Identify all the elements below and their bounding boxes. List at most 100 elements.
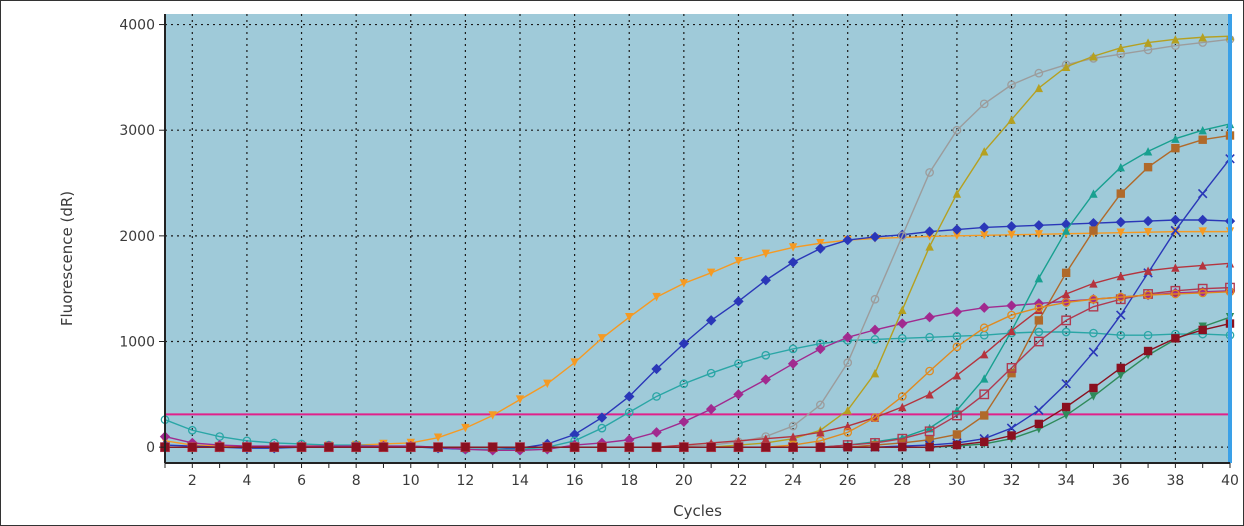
x-tick-label: 34 [1057,473,1075,489]
data-point [816,442,825,452]
data-point [1061,289,1071,299]
data-point [1007,326,1016,336]
data-point [1061,411,1071,420]
data-point [1034,303,1044,313]
data-point [815,243,826,254]
data-point [733,389,744,400]
data-point [788,432,798,441]
data-point [1171,143,1180,153]
data-point [433,433,443,442]
data-point [187,425,197,435]
data-point [1171,134,1180,143]
data-point [1006,363,1017,373]
data-point [1088,217,1099,229]
data-point [952,125,962,135]
data-point [1116,330,1126,340]
data-point [1171,35,1180,44]
data-point [1198,33,1207,42]
data-point [952,189,962,198]
data-point [897,318,908,329]
data-point [1006,300,1017,311]
data-point [678,338,690,349]
data-point [1116,292,1126,302]
data-point [925,242,934,251]
data-point [952,331,962,341]
data-point [1089,294,1098,304]
data-point [1170,285,1181,296]
data-point [1061,402,1071,412]
data-point [788,442,798,452]
x-tick-label: 32 [1003,473,1021,489]
data-point [1143,147,1153,156]
data-point [870,335,880,344]
data-point [679,279,689,288]
data-point [651,363,662,375]
data-point [297,442,306,452]
data-point [897,333,907,343]
data-point [1060,219,1072,230]
x-tick-label: 6 [297,473,306,489]
x-tick-label: 8 [352,473,361,489]
data-point [1007,80,1016,90]
x-tick-label: 26 [839,473,857,489]
data-point [843,442,852,452]
data-point [870,442,880,452]
y-tick-label: 2000 [119,229,155,245]
x-tick-label: 22 [730,473,748,489]
data-point [624,407,634,417]
x-axis-title: Cycles [673,502,722,520]
data-point [924,226,935,237]
data-point [761,434,770,443]
data-point [1197,188,1208,199]
data-point [761,350,771,360]
data-point [1007,230,1016,240]
data-point [734,359,743,369]
data-point [870,369,880,378]
data-point [980,411,989,420]
data-point [870,294,880,304]
data-point [897,392,907,401]
data-point [1116,189,1125,198]
data-point [1061,62,1071,72]
data-point [925,366,934,376]
data-point [898,402,907,412]
data-point [1089,383,1098,393]
data-point [379,442,388,452]
data-point [515,395,525,404]
x-tick-label: 24 [784,473,802,489]
y-tick-label: 0 [146,440,155,456]
data-point [1060,296,1072,307]
data-point [816,239,825,248]
data-point [760,275,771,286]
data-point [1116,228,1125,237]
data-point [952,430,962,439]
data-point [570,442,579,452]
data-point [1006,423,1017,433]
x-tick-label: 16 [566,473,584,489]
data-point [433,442,443,452]
data-point [461,423,470,433]
data-point [1061,268,1071,278]
data-point [925,332,934,342]
x-tick-label: 20 [675,473,693,489]
data-point [706,268,716,278]
x-tick-label: 14 [511,473,529,489]
data-point [1007,310,1016,320]
x-tick-label: 2 [188,473,197,489]
data-point [1143,227,1153,237]
data-point [979,323,989,333]
data-point [816,428,825,437]
data-point [787,257,799,268]
data-point [734,442,743,452]
data-point [406,442,415,452]
data-point [1115,294,1126,305]
data-point [980,349,989,359]
data-point [979,302,990,313]
data-point [1197,214,1208,226]
data-point [1061,226,1071,235]
x-tick-label: 36 [1112,473,1130,489]
data-point [1171,263,1180,272]
data-point [843,428,853,437]
data-point [652,442,661,452]
